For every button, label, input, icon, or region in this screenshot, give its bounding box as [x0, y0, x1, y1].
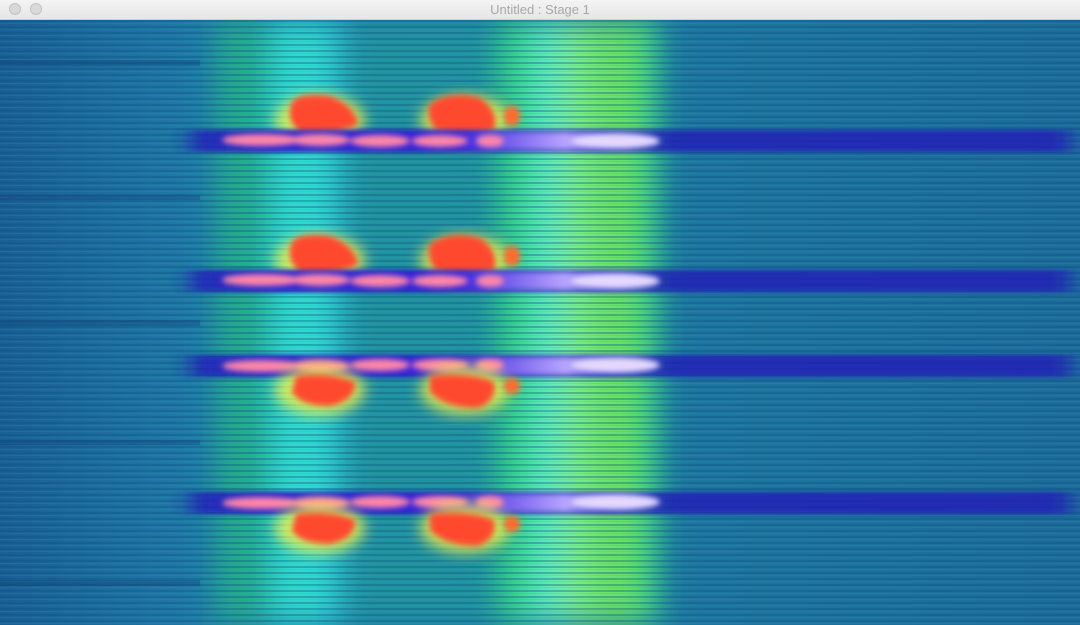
title-bar[interactable]: Untitled : Stage 1 — [0, 0, 1080, 20]
blob-group-3 — [190, 355, 1070, 415]
stage-canvas[interactable] — [0, 20, 1080, 625]
visualization-canvas — [0, 20, 1080, 625]
minimize-window-icon[interactable] — [30, 3, 42, 15]
window-title: Untitled : Stage 1 — [490, 2, 590, 17]
close-window-icon[interactable] — [9, 3, 21, 15]
blob-group-4 — [190, 492, 1070, 553]
blob-group-1 — [190, 94, 1070, 152]
blob-group-2 — [190, 234, 1070, 292]
